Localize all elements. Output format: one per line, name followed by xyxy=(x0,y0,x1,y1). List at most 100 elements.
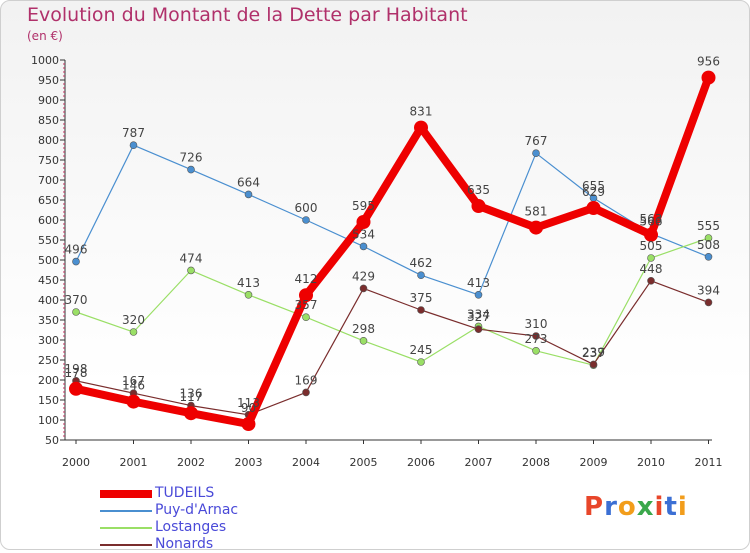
data-label: 178 xyxy=(65,366,88,380)
data-point xyxy=(647,276,655,285)
data-point xyxy=(704,234,713,242)
data-point xyxy=(302,216,310,224)
x-tick-label: 2006 xyxy=(407,456,435,469)
legend-swatch xyxy=(100,510,152,512)
x-tick-label: 2008 xyxy=(522,456,550,469)
data-label: 237 xyxy=(582,346,605,360)
y-tick-label: 800 xyxy=(38,134,59,147)
data-label: 136 xyxy=(180,387,203,401)
proxiti-logo: Proxiti xyxy=(584,492,688,522)
data-label: 320 xyxy=(122,313,145,327)
data-point xyxy=(471,199,486,213)
data-point xyxy=(302,313,310,322)
x-tick-label: 2010 xyxy=(637,456,665,469)
data-label: 146 xyxy=(122,379,145,393)
y-tick-label: 850 xyxy=(38,114,59,127)
data-point xyxy=(302,388,310,397)
data-point xyxy=(532,332,540,340)
data-point xyxy=(589,360,598,369)
logo-letter: i xyxy=(677,492,688,522)
data-point xyxy=(644,227,658,242)
data-label: 413 xyxy=(237,276,260,290)
data-point xyxy=(244,290,253,299)
data-point xyxy=(126,394,141,409)
y-tick-label: 750 xyxy=(38,154,59,167)
x-tick-label: 2007 xyxy=(465,456,493,469)
data-point xyxy=(532,149,540,157)
data-point xyxy=(356,215,371,229)
data-label: 831 xyxy=(410,105,433,119)
y-tick-label: 200 xyxy=(38,374,59,387)
data-point xyxy=(187,266,195,275)
data-label: 767 xyxy=(525,134,548,148)
y-tick-label: 950 xyxy=(38,74,59,87)
data-point xyxy=(529,220,543,235)
data-point xyxy=(474,325,483,334)
axes: 50 100 150 200 250 300 350 400 450 500 550 600 650 70… xyxy=(31,54,723,469)
data-label: 787 xyxy=(122,126,145,140)
data-label: 375 xyxy=(410,291,433,305)
chart-subtitle: (en €) xyxy=(27,29,63,43)
legend-label: Nonards xyxy=(155,536,214,552)
y-tick-label: 450 xyxy=(38,274,59,287)
legend-swatch xyxy=(100,527,152,529)
data-label: 505 xyxy=(640,239,663,253)
data-label: 726 xyxy=(180,151,203,165)
y-tick-label: 650 xyxy=(38,194,59,207)
data-point xyxy=(359,284,368,293)
x-tick-label: 2001 xyxy=(120,456,148,469)
legend-swatch xyxy=(100,490,152,498)
data-label: 334 xyxy=(467,307,490,321)
data-label: 169 xyxy=(295,373,318,387)
logo-letter: x xyxy=(636,492,655,522)
data-point xyxy=(417,271,425,280)
legend-label: TUDEILS xyxy=(155,485,215,501)
y-tick-label: 900 xyxy=(38,94,59,107)
data-label: 555 xyxy=(697,219,720,233)
data-label: 310 xyxy=(525,317,548,331)
y-tick-label: 350 xyxy=(38,314,59,327)
data-label: 474 xyxy=(180,251,203,265)
data-point xyxy=(704,252,713,261)
data-label: 462 xyxy=(410,256,433,270)
y-tick-label: 300 xyxy=(38,334,59,347)
series-line xyxy=(72,73,713,428)
y-tick-label: 50 xyxy=(45,434,59,447)
data-point xyxy=(129,141,138,149)
data-label: 448 xyxy=(640,262,663,276)
chart-title: Evolution du Montant de la Dette par Hab… xyxy=(27,4,468,26)
x-tick-label: 2009 xyxy=(580,456,608,469)
data-point xyxy=(72,308,80,316)
data-label: 600 xyxy=(295,201,318,215)
x-tick-label: 2011 xyxy=(695,456,723,469)
data-point xyxy=(129,328,138,336)
data-label: 370 xyxy=(65,293,88,307)
data-point xyxy=(474,290,483,299)
data-label: 357 xyxy=(295,298,318,312)
series-line xyxy=(75,280,710,416)
x-tick-label: 2005 xyxy=(350,456,378,469)
y-tick-label: 150 xyxy=(38,394,59,407)
data-point xyxy=(417,358,425,366)
data-point xyxy=(647,254,655,262)
data-point xyxy=(359,336,368,345)
data-point xyxy=(414,120,428,135)
data-label: 113 xyxy=(237,396,260,410)
logo-letter: P xyxy=(584,492,605,522)
data-label: 429 xyxy=(352,269,375,283)
y-tick-label: 1000 xyxy=(31,54,59,67)
y-tick-label: 250 xyxy=(38,354,59,367)
data-point xyxy=(72,257,80,266)
data-point xyxy=(704,298,713,307)
data-point xyxy=(299,288,313,303)
y-tick-label: 700 xyxy=(38,174,59,187)
data-label: 90 xyxy=(241,401,256,415)
x-tick-label: 2000 xyxy=(62,456,90,469)
data-label: 413 xyxy=(467,276,490,290)
x-tick-label: 2004 xyxy=(292,456,320,469)
data-point xyxy=(359,242,368,251)
legend-label: Lostanges xyxy=(155,519,227,535)
data-label: 508 xyxy=(697,238,720,252)
y-tick-label: 600 xyxy=(38,214,59,227)
x-tick-label: 2002 xyxy=(177,456,205,469)
